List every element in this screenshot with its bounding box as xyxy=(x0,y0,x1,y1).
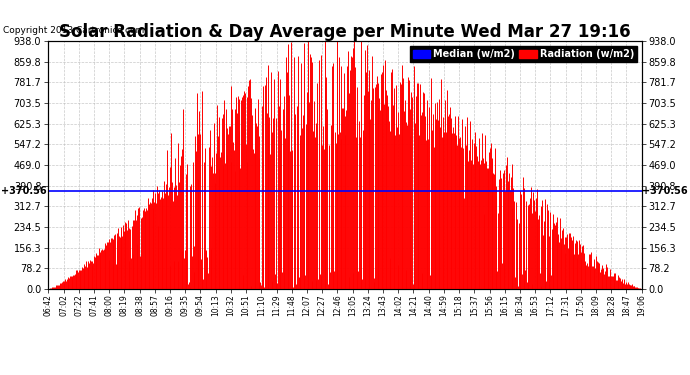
Text: Copyright 2013 Cartronics.com: Copyright 2013 Cartronics.com xyxy=(3,26,145,35)
Title: Solar Radiation & Day Average per Minute Wed Mar 27 19:16: Solar Radiation & Day Average per Minute… xyxy=(59,23,631,41)
Legend: Median (w/m2), Radiation (w/m2): Median (w/m2), Radiation (w/m2) xyxy=(410,46,637,62)
Text: +370.56: +370.56 xyxy=(1,186,47,196)
Text: +370.56: +370.56 xyxy=(642,186,687,196)
